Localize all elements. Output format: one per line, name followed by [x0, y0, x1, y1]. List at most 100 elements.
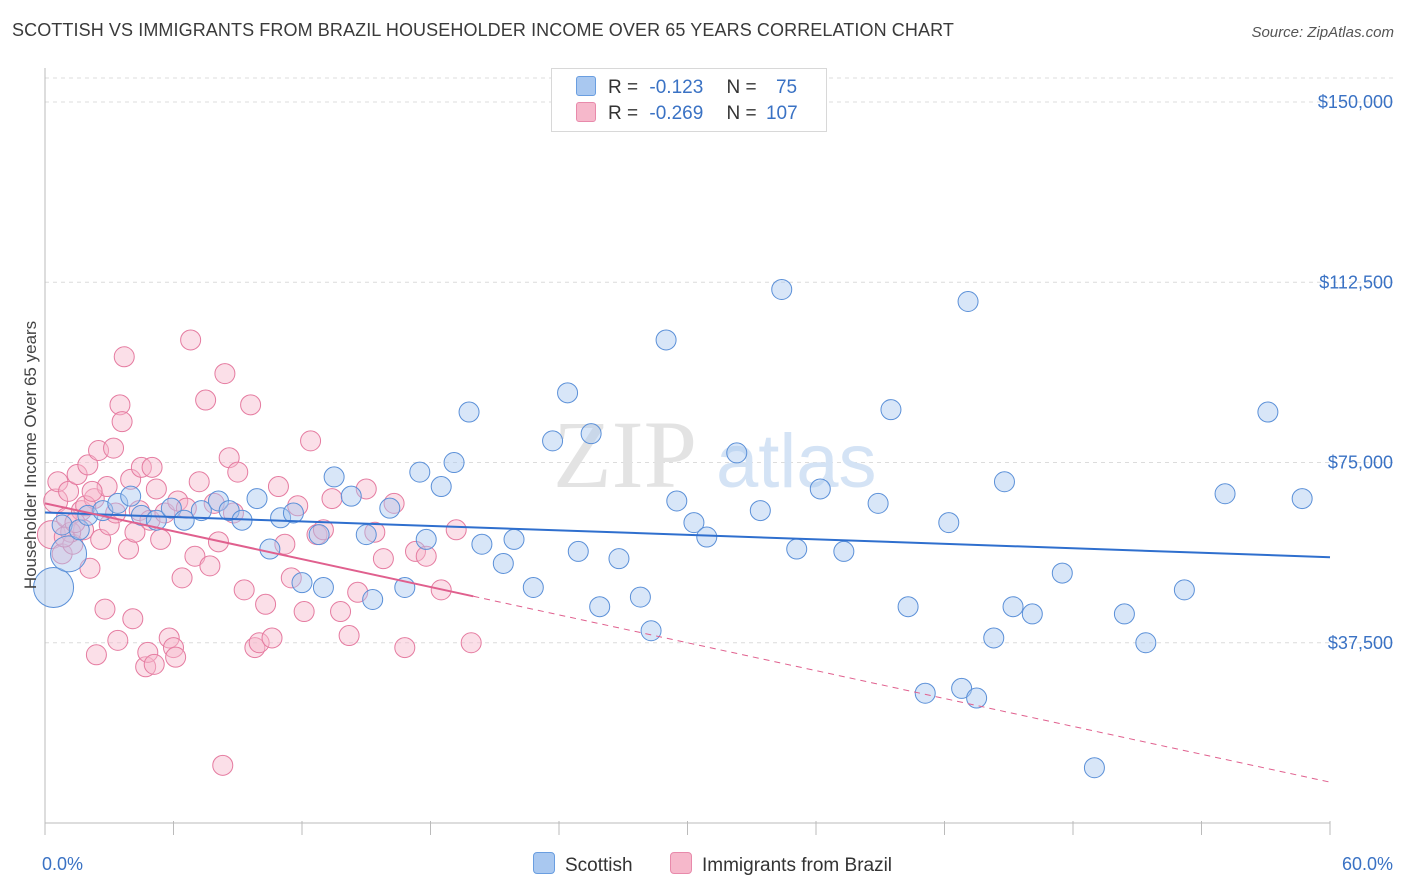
point-scottish — [50, 535, 88, 573]
y-tick-label: $150,000 — [1318, 92, 1393, 112]
point-brazil — [81, 480, 103, 502]
point-brazil — [130, 456, 152, 478]
point-brazil — [143, 653, 165, 675]
point-scottish — [608, 548, 630, 570]
point-scottish — [323, 466, 345, 488]
point-scottish — [786, 538, 808, 560]
point-scottish — [160, 497, 182, 519]
point-brazil — [150, 528, 172, 550]
point-brazil — [240, 394, 262, 416]
point-scottish — [409, 461, 431, 483]
point-scottish — [107, 492, 129, 514]
x-tick-labels: 0.0% 60.0% — [42, 854, 1393, 874]
point-scottish — [362, 589, 384, 610]
point-scottish — [355, 524, 377, 546]
trend-line-brazil-extension — [473, 595, 1331, 783]
point-scottish — [443, 452, 465, 474]
y-tick-labels: $37,500 $75,000 $112,500 $150,000 — [1318, 92, 1393, 653]
point-scottish — [270, 507, 292, 529]
point-scottish — [312, 576, 334, 598]
point-brazil — [85, 644, 107, 666]
point-brazil — [227, 461, 249, 483]
chart-title: SCOTTISH VS IMMIGRANTS FROM BRAZIL HOUSE… — [12, 20, 954, 40]
point-scottish — [726, 442, 748, 464]
point-scottish — [379, 497, 401, 519]
source-label: Source: ZipAtlas.com — [1251, 24, 1394, 41]
point-scottish — [458, 401, 480, 423]
legend-r-value: -0.123 — [649, 77, 704, 98]
legend-n-label: N = — [726, 103, 757, 124]
point-scottish — [259, 538, 281, 560]
point-brazil — [445, 519, 467, 541]
point-brazil — [120, 468, 142, 490]
point-scottish — [880, 399, 902, 421]
point-brazil — [248, 632, 270, 654]
point-brazil — [184, 545, 206, 567]
point-scottish — [897, 596, 919, 618]
point-scottish — [655, 329, 677, 351]
point-brazil — [321, 488, 343, 510]
point-scottish — [415, 528, 437, 550]
point-scottish — [580, 423, 602, 445]
grid-lines — [45, 77, 1395, 644]
point-brazil — [300, 430, 322, 452]
point-brazil — [77, 454, 99, 476]
point-brazil — [111, 411, 133, 433]
point-brazil — [293, 601, 315, 623]
point-scottish — [957, 291, 979, 312]
point-brazil — [364, 521, 386, 543]
y-tick-label: $112,500 — [1319, 272, 1393, 292]
point-brazil — [113, 346, 135, 368]
point-scottish — [492, 552, 514, 574]
point-brazil — [118, 538, 140, 560]
point-brazil — [171, 567, 193, 589]
bottom-legend-swatch-scottish — [533, 852, 555, 874]
legend: R = -0.123 N = 75 R = -0.269 N = 107 — [551, 68, 827, 132]
point-scottish — [749, 500, 771, 522]
point-brazil — [94, 598, 116, 620]
point-scottish — [1257, 401, 1279, 423]
legend-n-label: N = — [726, 77, 757, 98]
point-scottish — [993, 471, 1015, 493]
point-brazil — [122, 608, 144, 630]
legend-n-value: 107 — [765, 103, 798, 124]
legend-r-label: R = — [608, 77, 639, 98]
point-scottish — [1051, 562, 1073, 584]
point-brazil — [73, 519, 95, 541]
trend-line-brazil — [44, 502, 474, 598]
legend-row-scottish: R = -0.123 N = 75 — [576, 76, 797, 98]
point-brazil — [405, 540, 427, 562]
point-brazil — [199, 555, 221, 577]
point-scottish — [1173, 579, 1195, 601]
point-brazil — [103, 437, 125, 459]
point-scottish — [557, 382, 579, 404]
point-brazil — [261, 627, 283, 649]
y-axis-title: Householder Income Over 65 years — [21, 321, 40, 589]
legend-swatch-brazil — [576, 102, 596, 122]
watermark-zip: ZIP — [553, 401, 697, 508]
point-brazil — [83, 488, 105, 510]
point-scottish — [833, 540, 855, 562]
legend-swatch-scottish — [576, 76, 596, 96]
point-brazil — [195, 389, 217, 411]
point-scottish — [430, 476, 452, 498]
point-scottish — [640, 620, 662, 642]
point-brazil — [180, 329, 202, 351]
point-scottish — [867, 492, 889, 514]
bottom-legend-label-scottish: Scottish — [565, 855, 633, 876]
point-scottish — [1291, 488, 1313, 510]
point-brazil — [330, 601, 352, 623]
point-scottish — [282, 502, 304, 524]
trend-lines — [44, 502, 1331, 783]
point-brazil — [137, 641, 159, 663]
point-scottish — [1083, 757, 1105, 779]
point-scottish — [666, 490, 688, 512]
point-scottish — [983, 627, 1005, 649]
point-scottish — [503, 528, 525, 550]
point-scottish — [914, 682, 936, 704]
bottom-legend-brazil: Immigrants from Brazil — [670, 852, 892, 877]
point-brazil — [267, 476, 289, 498]
bottom-legend-swatch-brazil — [670, 852, 692, 874]
axes — [44, 68, 1331, 835]
x-tick-label: 60.0% — [1342, 854, 1393, 874]
